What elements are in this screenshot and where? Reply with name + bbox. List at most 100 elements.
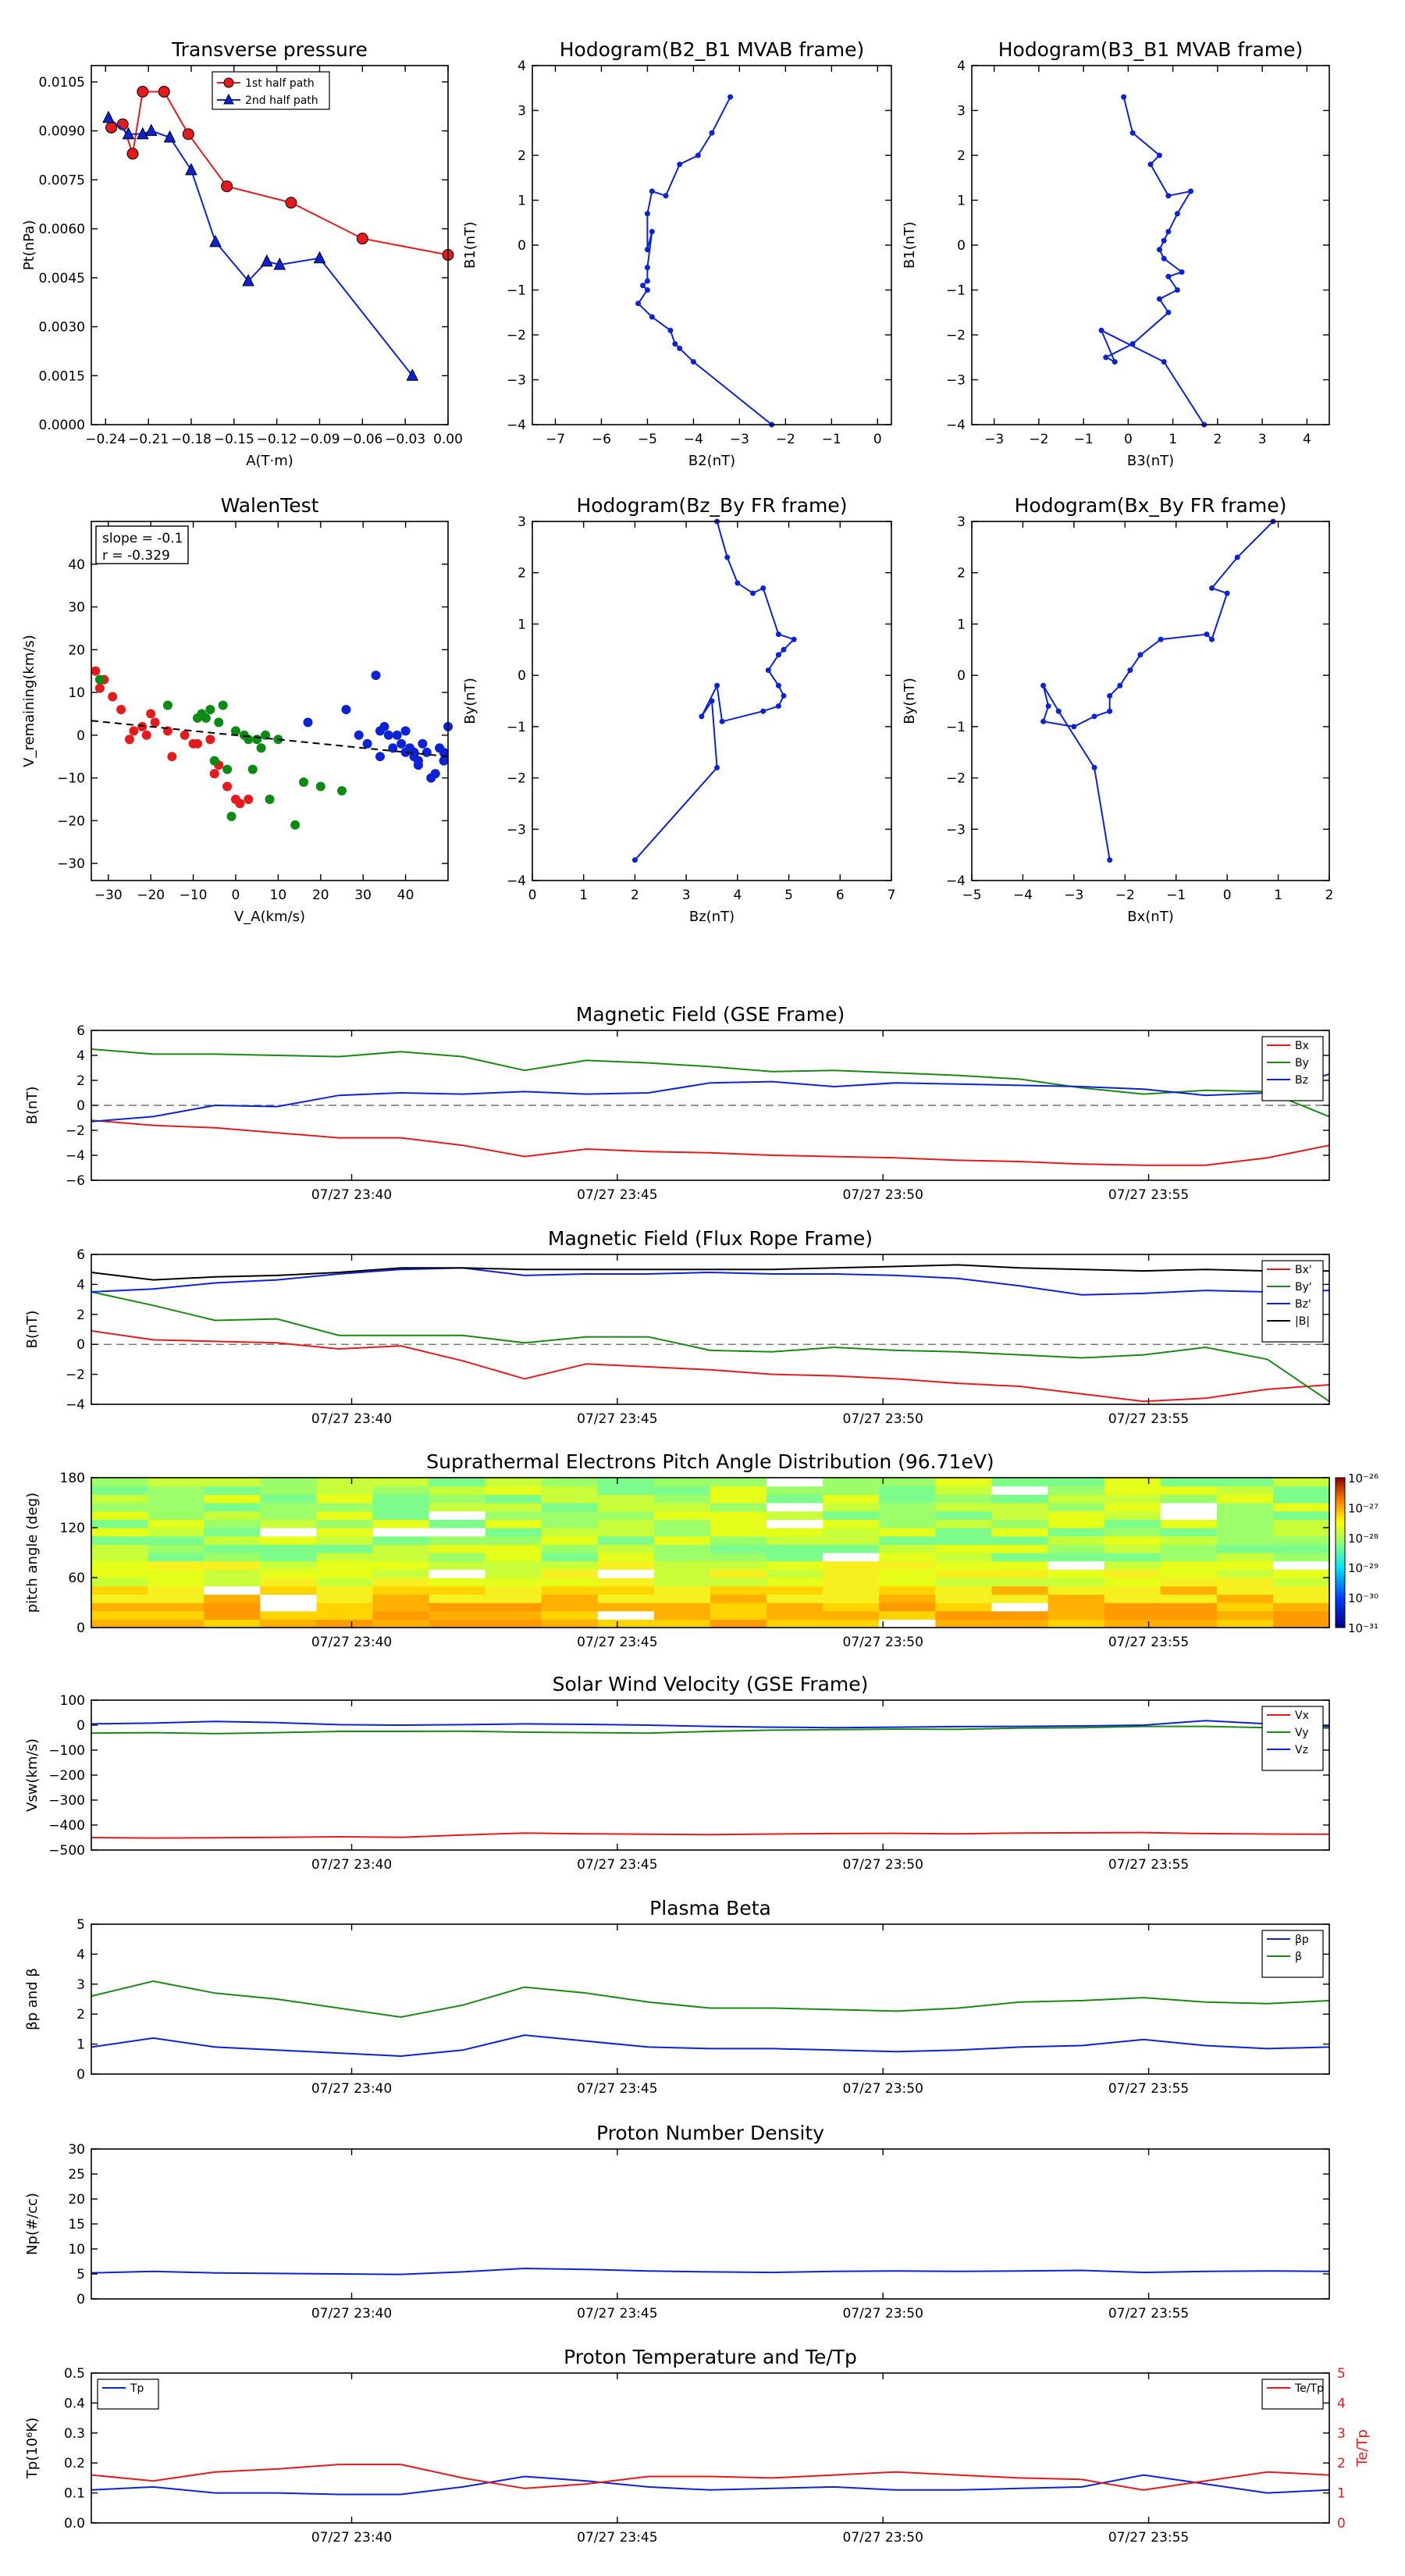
pad-cell: [597, 1494, 655, 1503]
pad-cell: [1160, 1619, 1218, 1628]
h2-ytick-label: 2: [957, 148, 966, 164]
pad-cell: [1272, 1503, 1330, 1512]
pad-cell: [91, 1560, 148, 1570]
walen-series-1-point: [252, 735, 262, 745]
h2-point: [1156, 296, 1162, 302]
hfr2-xtick-label: 0: [1223, 888, 1232, 903]
ts_bfr-xtick-label: 07/27 23:45: [577, 1411, 657, 1427]
pad-cell: [991, 1585, 1049, 1595]
hfr2-ytick-label: −3: [946, 822, 966, 838]
walen-series-1-point: [222, 764, 233, 774]
pad-cell: [1272, 1485, 1330, 1495]
ts_beta-xtick-label: 07/27 23:45: [577, 2081, 657, 2097]
pad-cell: [1160, 1569, 1218, 1578]
pad-cell: [204, 1585, 261, 1595]
pad-cell: [316, 1610, 374, 1620]
pt-point: [356, 233, 368, 245]
ts_tp-ytick-label: 0.1: [64, 2486, 85, 2502]
pt-xtick-label: 0.00: [433, 432, 463, 447]
pad-cell: [1048, 1485, 1105, 1495]
ts_vsw-legend-label: Vx: [1295, 1710, 1309, 1722]
hfr2-point: [1209, 585, 1215, 591]
h1-ytick-label: 1: [518, 194, 526, 209]
walen-series-0-point: [235, 799, 245, 809]
pad-cell: [429, 1560, 486, 1570]
hfr2-axes-frame: [971, 521, 1330, 881]
ts_pad-ytick-label: 120: [60, 1521, 85, 1536]
pad-cell: [767, 1544, 823, 1553]
walen-ytick-label: −20: [57, 813, 85, 829]
pad-cell: [823, 1519, 880, 1528]
hfr2-point: [1045, 703, 1051, 710]
walen-series-1-point: [315, 781, 325, 792]
pad-cell: [767, 1485, 823, 1495]
pad-cell: [991, 1485, 1049, 1495]
pad-cell: [485, 1610, 542, 1620]
ts_bgse-series-1-line: [91, 1048, 1329, 1118]
hfr2-title: Hodogram(Bx_By FR frame): [1015, 494, 1287, 517]
pad-cell: [485, 1485, 542, 1495]
pad-cell: [260, 1535, 317, 1545]
h1-point: [663, 193, 669, 199]
walen-series-2-point: [362, 738, 372, 749]
pt-ytick-label: 0.0060: [39, 222, 85, 237]
walen-series-2-point: [371, 671, 381, 681]
pad-cell: [429, 1610, 486, 1620]
pad-cell: [1160, 1585, 1218, 1595]
pad-cell: [541, 1619, 599, 1628]
pad-cell: [1216, 1519, 1274, 1528]
pad-cell: [991, 1553, 1049, 1562]
walen-series-0-point: [244, 794, 254, 804]
pt-ytick-label: 0.0105: [39, 75, 85, 91]
pad-cell: [653, 1535, 711, 1545]
hfr1-ytick-label: 0: [518, 668, 526, 684]
h2-ytick-label: 0: [957, 238, 966, 254]
ts_bfr-ytick-label: 6: [76, 1247, 85, 1263]
walen-series-2-point: [439, 747, 449, 757]
pad-cell: [316, 1594, 374, 1603]
ts_np-ylabel: Np(#/cc): [24, 2193, 41, 2255]
pad-cell: [991, 1610, 1049, 1620]
pad-cell: [372, 1578, 430, 1587]
h2-xlabel: B3(nT): [1127, 453, 1174, 469]
pt-point: [273, 257, 286, 270]
pad-cell: [991, 1544, 1049, 1553]
ts_bgse-ytick-label: 4: [76, 1048, 85, 1064]
pad-cell: [1048, 1553, 1105, 1562]
pad-cell: [653, 1553, 711, 1562]
h2-xtick-label: 3: [1258, 432, 1267, 447]
pad-cell: [429, 1619, 486, 1628]
pad-cell: [1104, 1578, 1161, 1587]
h1-point: [727, 94, 734, 100]
colorbar-label: 10⁻³⁰: [1348, 1592, 1378, 1606]
hfr2-point: [1158, 636, 1164, 642]
h2-point: [1165, 273, 1172, 279]
walen-xtick-label: 40: [397, 888, 414, 903]
h1-point: [672, 341, 678, 347]
pad-cell: [204, 1485, 261, 1495]
pad-cell: [372, 1510, 430, 1520]
pad-cell: [1048, 1510, 1105, 1520]
ts_vsw-title: Solar Wind Velocity (GSE Frame): [553, 1673, 869, 1695]
pad-cell: [541, 1603, 599, 1612]
pad-cell: [91, 1519, 148, 1528]
ts_beta-ytick-label: 0: [76, 2067, 85, 2083]
ts_bfr-xtick-label: 07/27 23:40: [311, 1411, 392, 1427]
walen-series-0-point: [141, 730, 151, 740]
pad-cell: [597, 1519, 655, 1528]
h2-ytick-label: 4: [957, 59, 966, 74]
ts_bgse-ytick-label: −6: [66, 1173, 85, 1189]
hfr1-xtick-label: 7: [887, 888, 896, 903]
pt-axes-frame: [91, 65, 449, 425]
ts_vsw-legend-label: Vz: [1295, 1744, 1308, 1756]
ts_vsw-xtick-label: 07/27 23:55: [1108, 1857, 1189, 1873]
h1-point: [649, 229, 655, 235]
pt-xtick-label: −0.06: [342, 432, 382, 447]
pad-cell: [710, 1528, 767, 1537]
hfr1-point: [719, 718, 725, 724]
pad-cell: [879, 1585, 936, 1595]
pad-cell: [316, 1535, 374, 1545]
pad-cell: [823, 1569, 880, 1578]
pad-cell: [372, 1569, 430, 1578]
pad-cell: [260, 1553, 317, 1562]
